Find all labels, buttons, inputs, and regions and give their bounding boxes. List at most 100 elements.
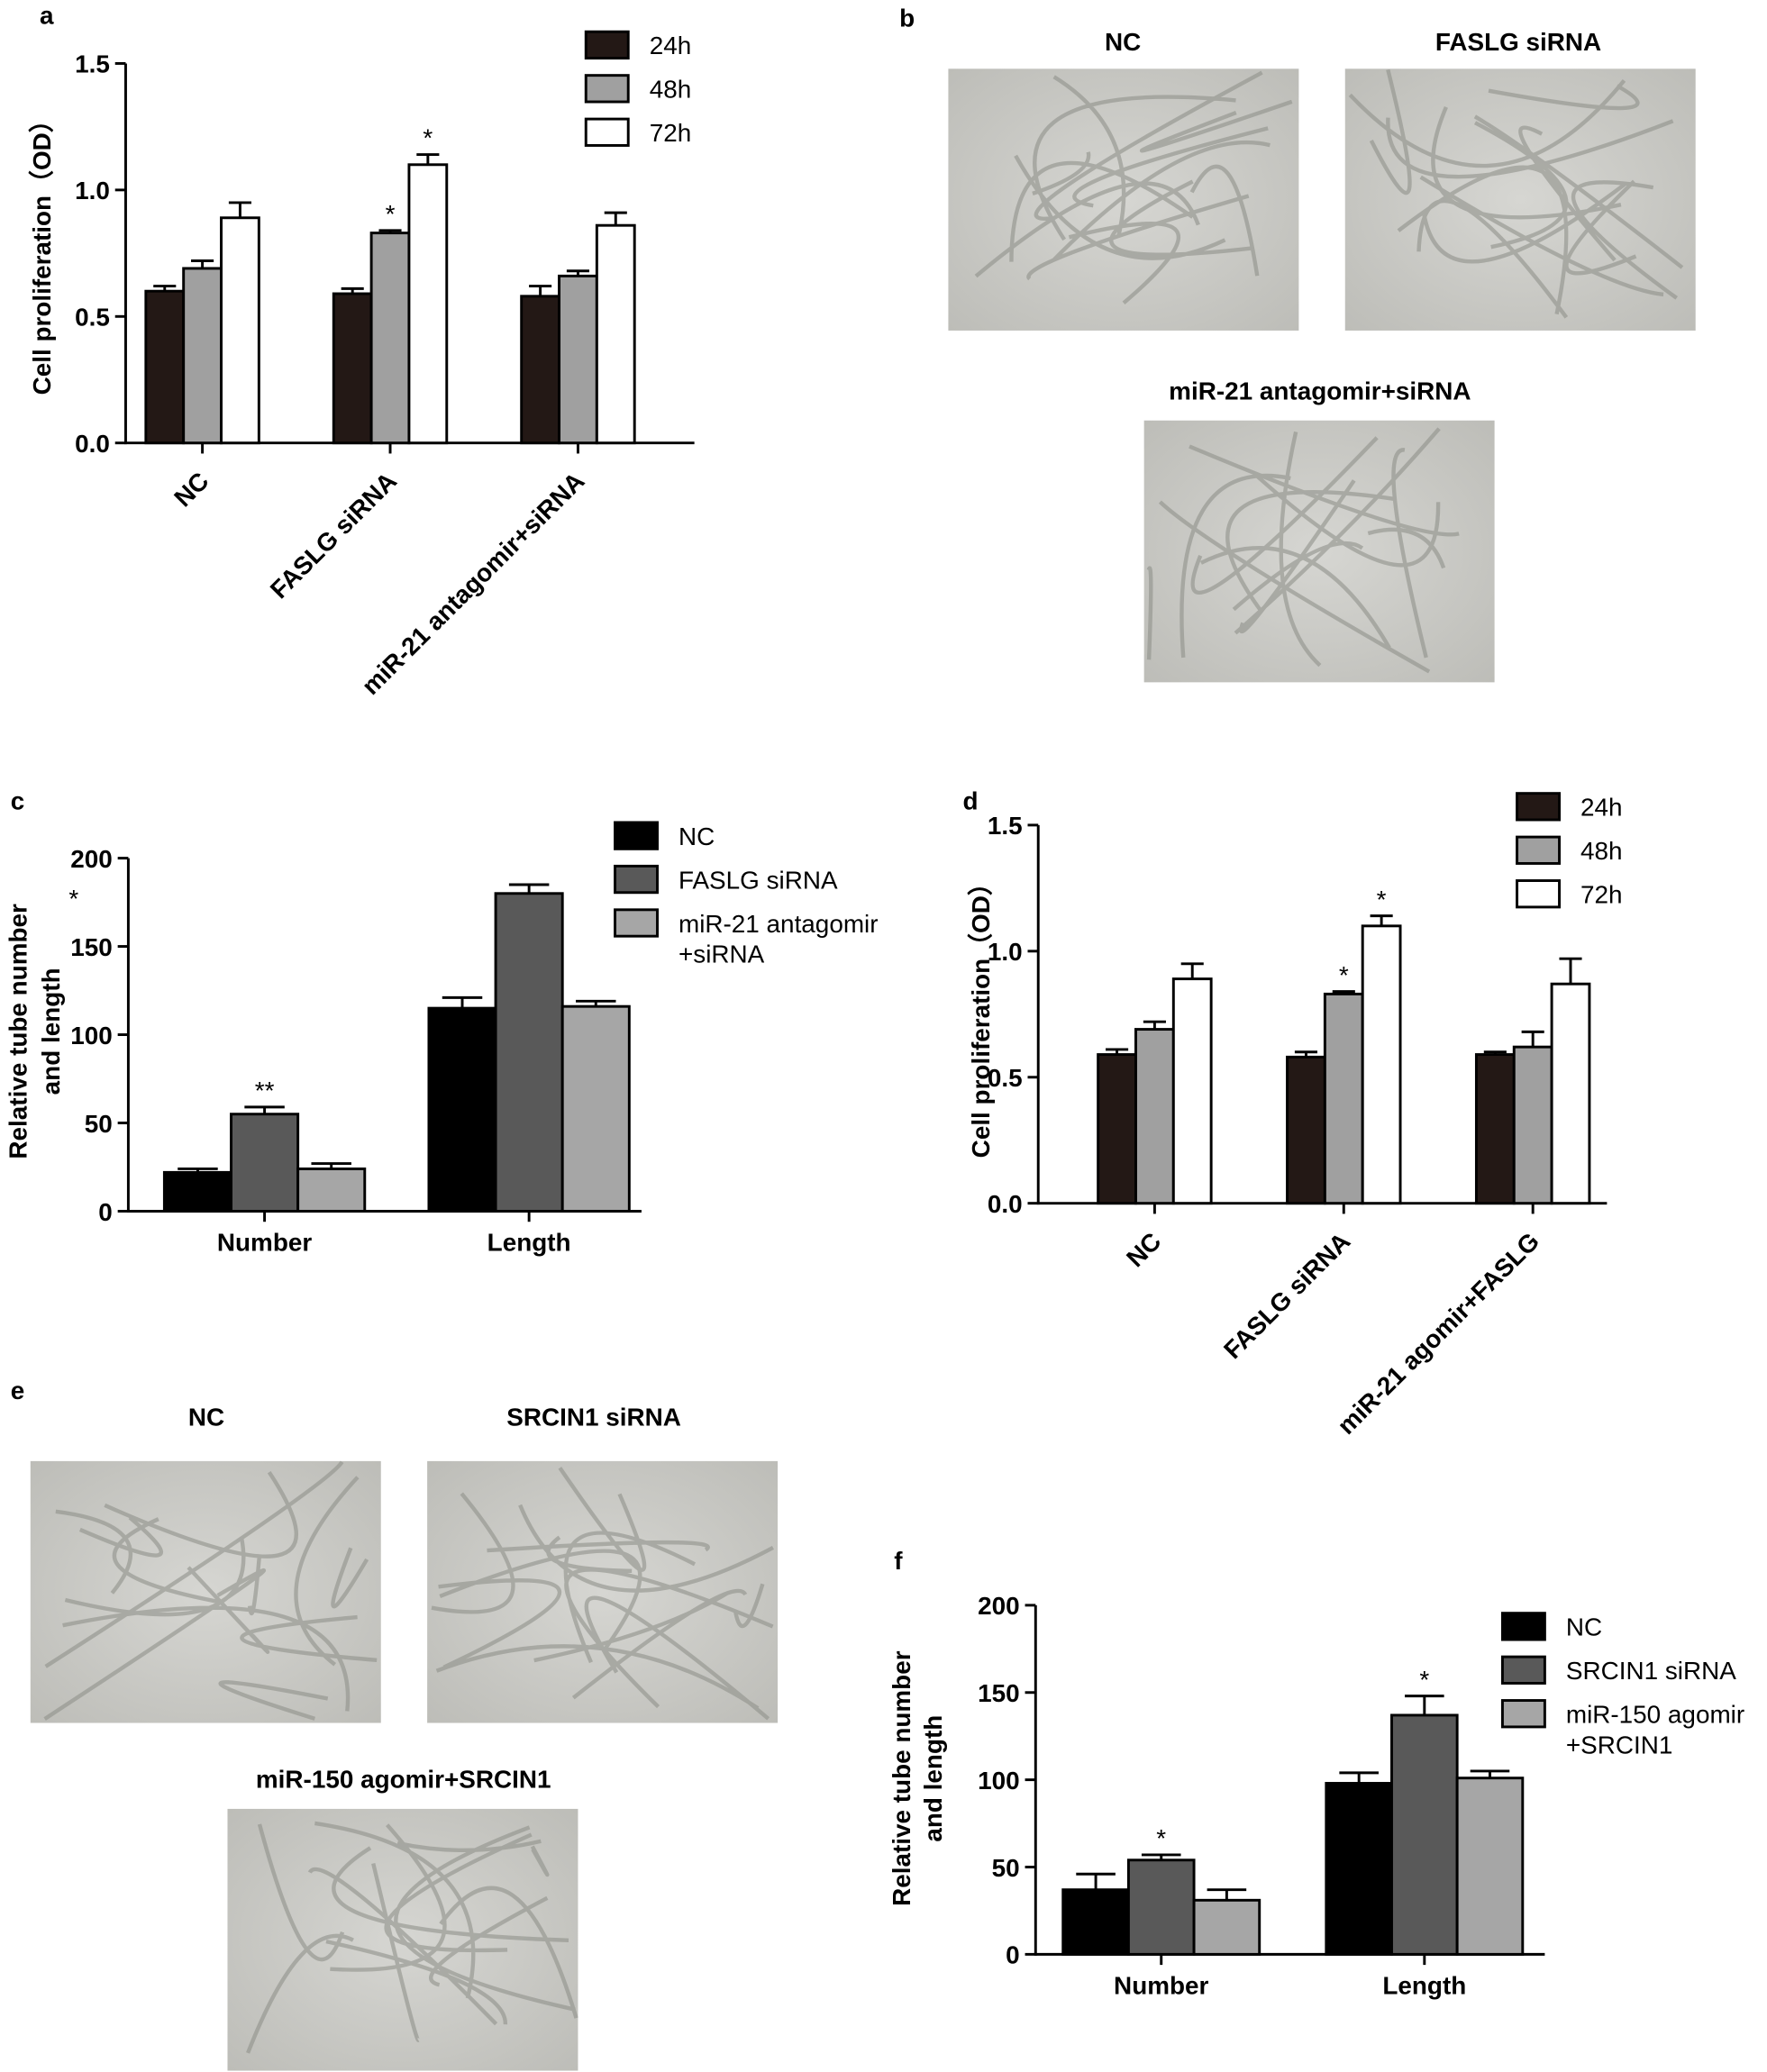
- bar: [296, 1167, 367, 1213]
- legend-label: FASLG siRNA: [679, 866, 838, 894]
- significance: *: [1156, 1824, 1166, 1852]
- legend-label: NC: [1566, 1613, 1602, 1641]
- y-tick-label: 0.0: [75, 430, 110, 458]
- panel-letter: c: [11, 786, 25, 814]
- cell-network: [1146, 427, 1460, 674]
- bar: [427, 1006, 497, 1213]
- y-tick-label: 50: [85, 1110, 113, 1138]
- y-tick-label: 100: [978, 1767, 1020, 1795]
- image-caption: SRCIN1 siRNA: [506, 1403, 681, 1431]
- legend-label: 24h: [1580, 794, 1623, 822]
- legend-label: miR-150 agomir +SRCIN1: [1566, 1701, 1744, 1759]
- x-tick-label: miR-21 antagomir+siRNA: [356, 467, 589, 700]
- y-axis-label: Relative tube number: [4, 904, 32, 1159]
- y-axis-label: Relative tube number: [888, 1650, 915, 1906]
- bar: [1286, 1055, 1326, 1205]
- chart: d Cell proliferation（OD） 0.0 0.5 1.0 1.5 NC FAS…: [963, 786, 1623, 1440]
- bar: [1134, 1028, 1175, 1205]
- legend-swatch: [1500, 1612, 1546, 1641]
- bar: [1325, 1782, 1393, 1956]
- legend-swatch: [614, 864, 659, 895]
- x-tick-label: FASLG siRNA: [265, 467, 402, 604]
- significance: **: [255, 1077, 275, 1104]
- bar: [595, 223, 636, 445]
- y-tick-label: 200: [70, 845, 113, 873]
- y-tick-label: 1.5: [75, 50, 110, 78]
- legend-label: 72h: [1580, 880, 1623, 908]
- bar: [1061, 1888, 1130, 1956]
- legend-label: 48h: [650, 76, 692, 104]
- bar: [520, 295, 560, 445]
- legend-swatch: [614, 908, 659, 938]
- legend-swatch: [1500, 1699, 1546, 1729]
- x-tick-label: NC: [169, 467, 214, 512]
- cell-network: [1348, 68, 1684, 319]
- legend-swatch: [1500, 1655, 1546, 1685]
- bar: [1512, 1045, 1553, 1205]
- panel-letter: a: [40, 1, 54, 29]
- panel-letter: f: [894, 1547, 903, 1575]
- y-tick-label: 1.0: [75, 177, 110, 204]
- y-axis-label: and length: [919, 1715, 947, 1842]
- y-tick-label: 150: [978, 1679, 1020, 1707]
- x-tick-label: FASLG siRNA: [1218, 1227, 1355, 1364]
- legend-label: 24h: [650, 32, 692, 59]
- y-tick-label: 0.0: [988, 1190, 1023, 1218]
- bar: [1126, 1858, 1196, 1956]
- annotation: *: [68, 885, 78, 913]
- image-caption: miR-21 antagomir+siRNA: [1169, 377, 1471, 404]
- chart: c Relative tube number and length * 0 50 100 15…: [4, 786, 878, 1256]
- bar: [1171, 977, 1213, 1205]
- bar: [1361, 924, 1402, 1205]
- image-caption: NC: [1105, 28, 1141, 56]
- bar: [1474, 1053, 1516, 1205]
- significance: *: [423, 124, 433, 152]
- bar: [1550, 982, 1591, 1205]
- x-tick-label: Length: [487, 1229, 571, 1257]
- bar: [230, 1113, 300, 1213]
- legend-swatch: [584, 74, 630, 104]
- chart: a Cell proliferation（OD） 0.0 0.5 1.0 1.5 NC FAS…: [27, 1, 695, 700]
- image-caption: miR-150 agomir+SRCIN1: [256, 1765, 551, 1793]
- panel-letter: d: [963, 786, 979, 814]
- bar: [182, 267, 223, 445]
- bar: [1455, 1777, 1525, 1956]
- bar: [1097, 1053, 1137, 1205]
- bar: [220, 216, 260, 445]
- y-axis-label: and length: [37, 968, 65, 1095]
- legend-label: 72h: [650, 119, 692, 147]
- panel-letter: e: [11, 1377, 25, 1404]
- cell-network: [431, 1467, 774, 1721]
- significance: *: [1339, 961, 1349, 989]
- bar: [144, 289, 186, 445]
- legend-label: NC: [679, 822, 715, 850]
- significance: *: [386, 200, 396, 228]
- legend-swatch: [614, 821, 659, 850]
- y-tick-label: 1.5: [988, 812, 1023, 840]
- bar: [407, 163, 449, 445]
- y-tick-label: 1.0: [988, 938, 1023, 966]
- y-axis-label: Cell proliferation（OD）: [27, 107, 56, 395]
- y-tick-label: 0: [98, 1198, 113, 1226]
- legend-label: SRCIN1 siRNA: [1566, 1657, 1736, 1685]
- image-caption: NC: [188, 1403, 224, 1431]
- x-tick-label: Number: [217, 1229, 312, 1257]
- legend-swatch: [584, 30, 630, 60]
- bar: [1323, 992, 1364, 1205]
- y-tick-label: 200: [978, 1592, 1020, 1620]
- legend-swatch: [584, 117, 630, 147]
- bar: [332, 292, 373, 445]
- y-tick-label: 100: [70, 1022, 113, 1050]
- x-tick-label: Length: [1382, 1971, 1466, 1999]
- bar: [560, 1004, 631, 1213]
- bar: [1192, 1898, 1261, 1956]
- legend-swatch: [1516, 879, 1561, 909]
- y-tick-label: 0: [1006, 1941, 1020, 1969]
- cell-network: [974, 70, 1293, 304]
- y-axis-label: Cell proliferation（OD）: [966, 870, 995, 1158]
- micrograph: [30, 1460, 381, 1723]
- cell-network: [246, 1821, 578, 2054]
- y-tick-label: 0.5: [988, 1064, 1023, 1092]
- bar: [162, 1170, 232, 1213]
